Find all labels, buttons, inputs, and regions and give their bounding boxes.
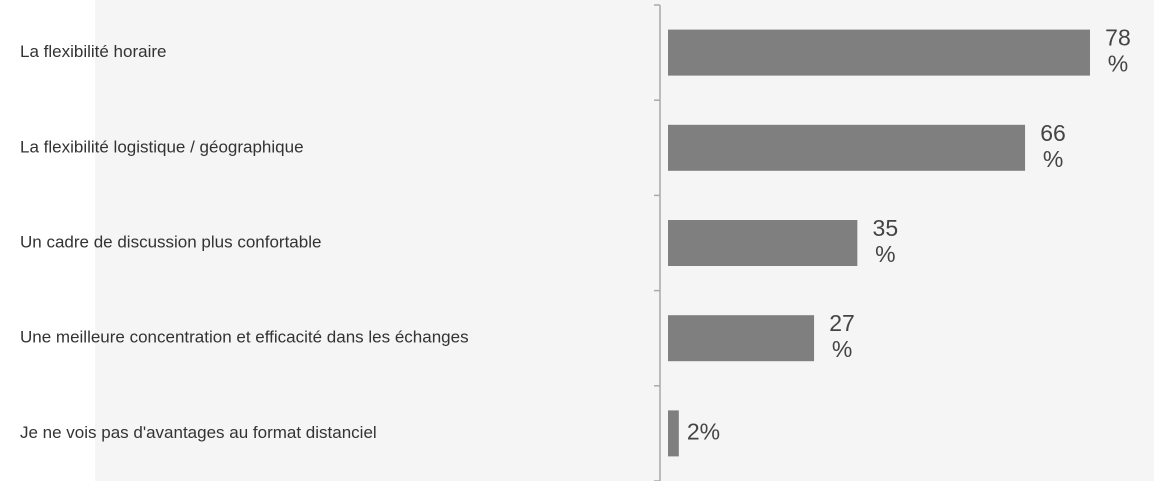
category-label: Un cadre de discussion plus confortable — [20, 232, 321, 251]
bar — [668, 220, 858, 266]
value-label: 27% — [829, 310, 855, 362]
value-label: 66% — [1040, 120, 1066, 172]
value-label: 78% — [1105, 25, 1131, 77]
category-label: La flexibilité horaire — [20, 42, 166, 61]
category-label: La flexibilité logistique / géographique — [20, 137, 304, 156]
value-label: 2% — [687, 418, 720, 444]
bar — [668, 124, 1026, 171]
bar — [668, 410, 679, 457]
value-label: 35% — [873, 215, 899, 267]
bar — [668, 29, 1090, 76]
background-panel — [95, 0, 1154, 481]
bar — [668, 315, 815, 362]
category-label: Une meilleure concentration et efficacit… — [20, 328, 469, 347]
category-label: Je ne vois pas d'avantages au format dis… — [20, 423, 377, 442]
